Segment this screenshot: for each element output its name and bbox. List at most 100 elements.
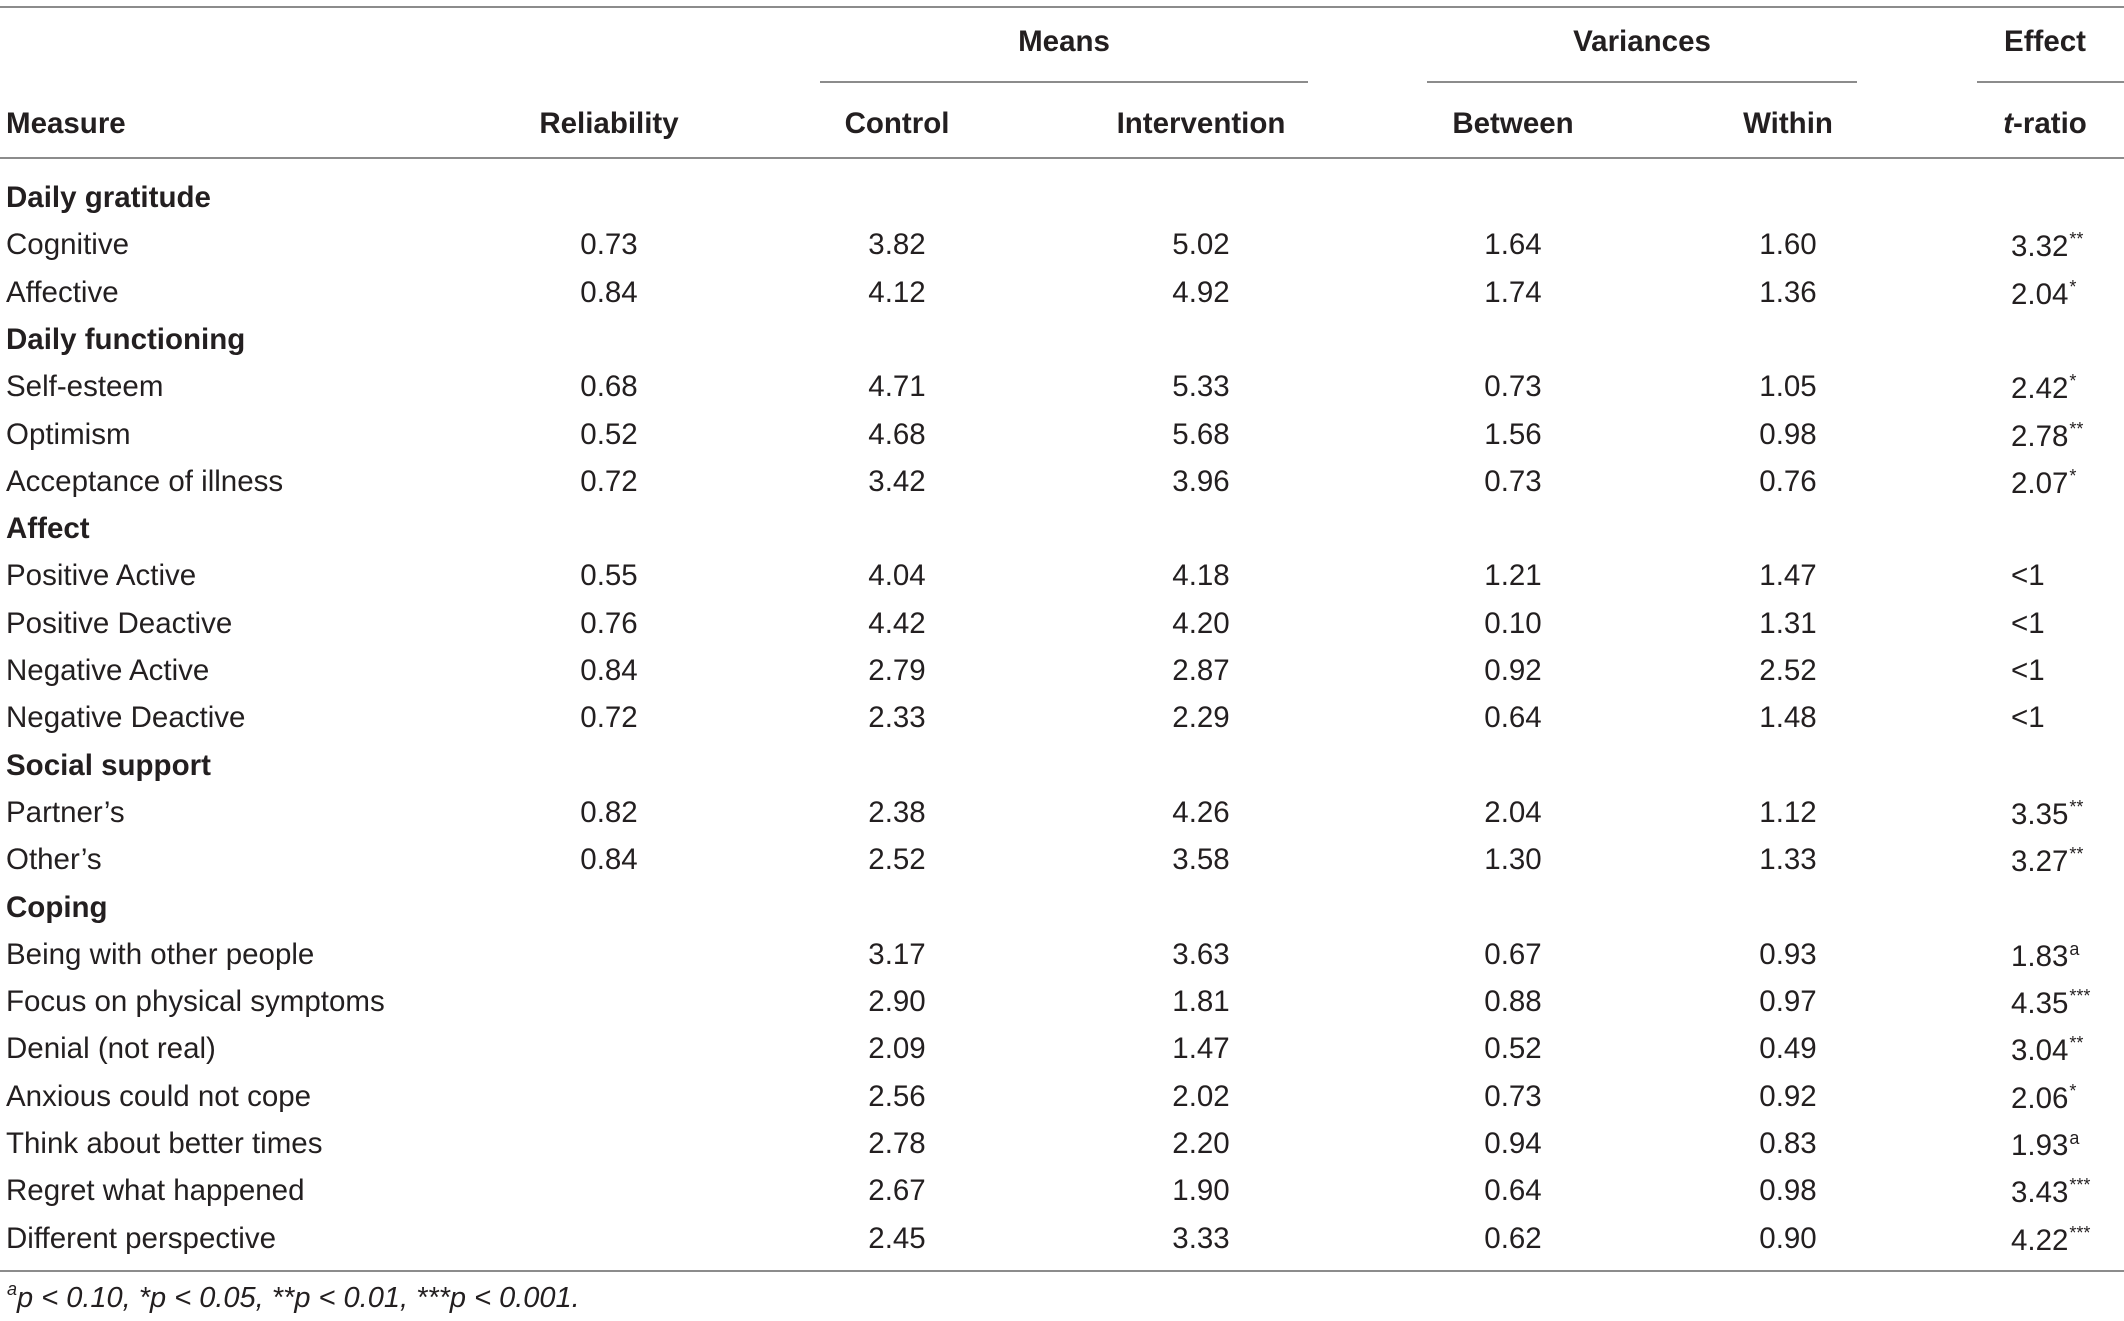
reliability-cell: 0.72 (580, 701, 638, 734)
reliability-cell: 0.55 (580, 559, 638, 592)
intervention-cell: 2.29 (1172, 701, 1230, 734)
section-header: Affect (6, 512, 90, 545)
intervention-cell: 3.63 (1172, 938, 1230, 971)
significance-marker: *** (2069, 1223, 2091, 1243)
t-ratio-cell: 2.06* (2011, 1082, 2076, 1114)
intervention-cell: 3.33 (1172, 1222, 1230, 1255)
t-ratio-value: <1 (2011, 559, 2045, 592)
within-cell: 0.97 (1759, 985, 1817, 1018)
measure-cell: Affective (6, 276, 119, 309)
between-cell: 0.62 (1484, 1222, 1542, 1255)
measure-cell: Anxious could not cope (6, 1080, 312, 1113)
t-ratio-value: 3.04 (2011, 1034, 2069, 1067)
between-cell: 0.73 (1484, 465, 1542, 498)
t-ratio-cell: 4.22*** (2011, 1224, 2090, 1256)
t-ratio-cell: 2.42* (2011, 372, 2076, 404)
column-header-within: Within (1743, 107, 1833, 140)
between-cell: 0.94 (1484, 1127, 1542, 1160)
intervention-cell: 2.02 (1172, 1080, 1230, 1113)
within-cell: 1.36 (1759, 276, 1817, 309)
intervention-cell: 2.20 (1172, 1127, 1230, 1160)
control-cell: 4.68 (868, 418, 926, 451)
between-cell: 0.88 (1484, 985, 1542, 1018)
control-cell: 3.17 (868, 938, 926, 971)
between-cell: 2.04 (1484, 796, 1542, 829)
significance-marker: * (2069, 1081, 2077, 1101)
control-cell: 2.79 (868, 654, 926, 687)
within-cell: 1.05 (1759, 370, 1817, 403)
effect-underline (1977, 81, 2124, 83)
intervention-cell: 1.90 (1172, 1174, 1230, 1207)
control-cell: 2.45 (868, 1222, 926, 1255)
within-cell: 0.49 (1759, 1032, 1817, 1065)
t-ratio-cell: 3.35** (2011, 798, 2083, 830)
significance-marker: ** (2069, 1033, 2084, 1053)
significance-marker: ** (2069, 797, 2084, 817)
t-ratio-value: 2.06 (2011, 1082, 2069, 1115)
measure-cell: Being with other people (6, 938, 315, 971)
between-cell: 1.64 (1484, 228, 1542, 261)
control-cell: 3.42 (868, 465, 926, 498)
control-cell: 4.04 (868, 559, 926, 592)
t-ratio-cell: 1.83a (2011, 940, 2079, 972)
control-cell: 2.67 (868, 1174, 926, 1207)
reliability-cell: 0.76 (580, 607, 638, 640)
t-ratio-value: 3.35 (2011, 798, 2069, 831)
t-ratio-value: 4.35 (2011, 987, 2069, 1020)
within-cell: 0.92 (1759, 1080, 1817, 1113)
measure-cell: Negative Active (6, 654, 210, 687)
t-ratio-cell: 3.04** (2011, 1034, 2083, 1066)
measure-cell: Optimism (6, 418, 131, 451)
significance-marker: ** (2069, 844, 2084, 864)
significance-marker: ** (2069, 229, 2084, 249)
group-header-variances: Variances (1573, 25, 1711, 58)
column-header-t-ratio: t-ratio (2003, 109, 2087, 139)
measure-cell: Other’s (6, 843, 102, 876)
intervention-cell: 1.81 (1172, 985, 1230, 1018)
t-ratio-value: 2.78 (2011, 420, 2069, 453)
t-ratio-value: 3.32 (2011, 230, 2069, 263)
significance-marker: * (2069, 371, 2077, 391)
header-bottom-rule (0, 157, 2124, 159)
t-ratio-value: 3.27 (2011, 845, 2069, 878)
t-ratio-cell: 2.04* (2011, 278, 2076, 310)
t-ratio-cell: <1 (2011, 703, 2045, 733)
measure-cell: Regret what happened (6, 1174, 305, 1207)
control-cell: 2.56 (868, 1080, 926, 1113)
section-header: Coping (6, 891, 108, 924)
top-rule (0, 6, 2124, 8)
between-cell: 1.21 (1484, 559, 1542, 592)
within-cell: 1.60 (1759, 228, 1817, 261)
intervention-cell: 4.20 (1172, 607, 1230, 640)
control-cell: 2.90 (868, 985, 926, 1018)
section-header: Daily gratitude (6, 181, 211, 214)
t-ratio-value: 2.42 (2011, 372, 2069, 405)
intervention-cell: 5.02 (1172, 228, 1230, 261)
measure-cell: Cognitive (6, 228, 129, 261)
measure-cell: Different perspective (6, 1222, 277, 1255)
between-cell: 0.52 (1484, 1032, 1542, 1065)
measure-cell: Negative Deactive (6, 701, 246, 734)
intervention-cell: 5.33 (1172, 370, 1230, 403)
intervention-cell: 3.96 (1172, 465, 1230, 498)
t-ratio-cell: <1 (2011, 656, 2045, 686)
measure-cell: Self-esteem (6, 370, 164, 403)
t-ratio-cell: 2.78** (2011, 420, 2083, 452)
control-cell: 3.82 (868, 228, 926, 261)
column-header-between: Between (1452, 107, 1574, 140)
footnote-superscript: a (7, 1279, 18, 1299)
t-ratio-value: <1 (2011, 607, 2045, 640)
intervention-cell: 4.92 (1172, 276, 1230, 309)
between-cell: 1.56 (1484, 418, 1542, 451)
reliability-cell: 0.84 (580, 843, 638, 876)
significance-marker: * (2069, 466, 2077, 486)
between-cell: 0.73 (1484, 1080, 1542, 1113)
t-ratio-cell: <1 (2011, 561, 2045, 591)
within-cell: 0.76 (1759, 465, 1817, 498)
t-ratio-value: 4.22 (2011, 1224, 2069, 1257)
control-cell: 4.42 (868, 607, 926, 640)
reliability-cell: 0.68 (580, 370, 638, 403)
measure-cell: Acceptance of illness (6, 465, 284, 498)
significance-marker: ** (2069, 419, 2084, 439)
reliability-cell: 0.72 (580, 465, 638, 498)
